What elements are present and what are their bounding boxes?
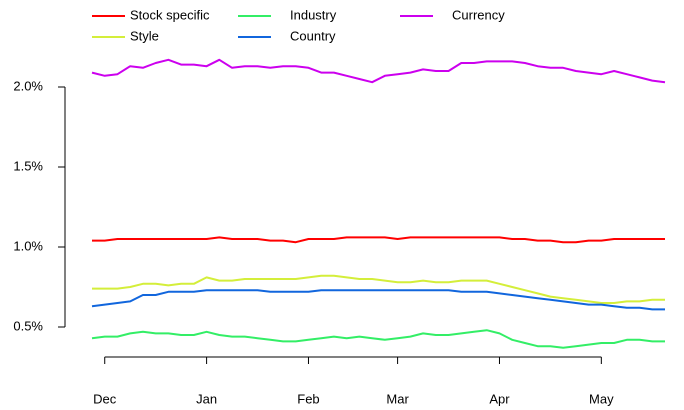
- x-tick-label: Apr: [489, 391, 510, 406]
- legend-label: Style: [130, 28, 159, 43]
- y-tick-label: 0.5%: [13, 318, 43, 333]
- x-tick-label: Jan: [196, 391, 217, 406]
- legend-label: Currency: [452, 7, 505, 22]
- legend-label: Country: [290, 28, 336, 43]
- series-line: [92, 60, 665, 82]
- y-tick-label: 2.0%: [13, 78, 43, 93]
- y-tick-label: 1.5%: [13, 158, 43, 173]
- x-tick-label: Feb: [297, 391, 319, 406]
- legend-label: Stock specific: [130, 7, 210, 22]
- series-line: [92, 237, 665, 242]
- x-tick-label: Mar: [386, 391, 409, 406]
- legend-label: Industry: [290, 7, 337, 22]
- x-tick-label: May: [589, 391, 614, 406]
- y-tick-label: 1.0%: [13, 238, 43, 253]
- x-tick-label: Dec: [93, 391, 117, 406]
- series-line: [92, 330, 665, 348]
